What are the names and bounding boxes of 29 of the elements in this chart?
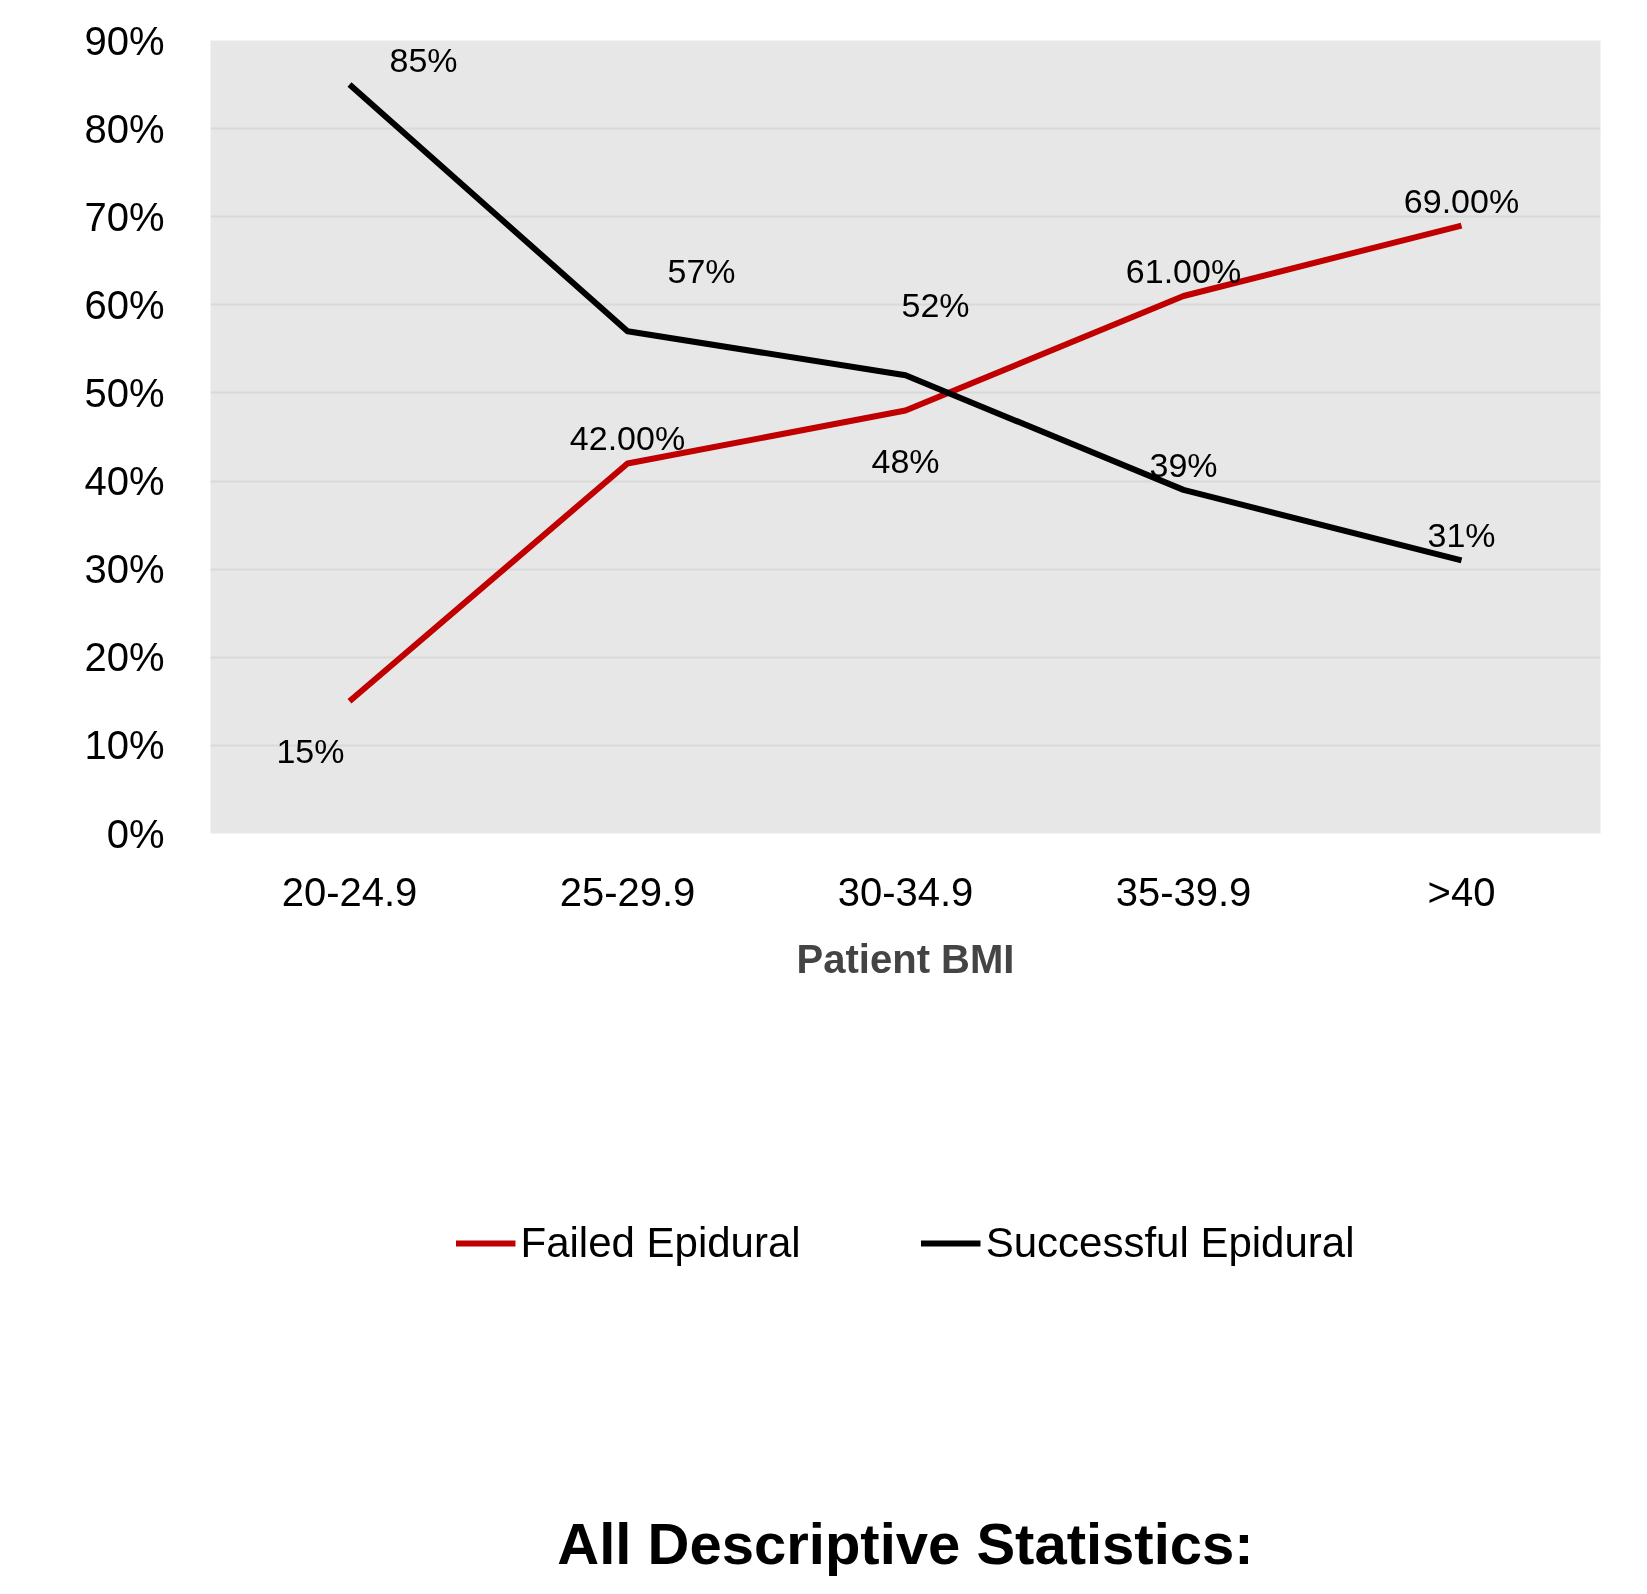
x-tick-label: 35-39.9 [1115,869,1252,914]
data-label: 39% [1149,445,1218,484]
legend-label: Failed Epidural [520,1218,801,1267]
data-label: 42.00% [569,419,686,458]
data-label: 61.00% [1125,252,1242,291]
data-label: 52% [901,286,970,325]
data-label: 57% [667,252,736,291]
x-tick-label: >40 [1427,869,1496,914]
x-axis-title: Patient BMI [796,936,1015,981]
data-label: 15% [276,732,345,771]
x-tick-label: 20-24.9 [281,869,418,914]
legend-label: Successful Epidural [985,1218,1355,1267]
y-tick-label: 30% [84,547,165,592]
y-tick-label: 50% [84,370,165,415]
y-tick-label: 40% [84,459,165,504]
y-tick-label: 10% [84,723,165,768]
y-tick-label: 20% [84,635,165,680]
y-tick-label: 60% [84,282,165,327]
data-label: 31% [1427,516,1496,555]
x-tick-label: 25-29.9 [559,869,696,914]
y-tick-label: 90% [84,18,165,63]
y-tick-label: 80% [84,106,165,151]
text: All Descriptive Statistics: [557,1510,1254,1576]
x-tick-label: 30-34.9 [837,869,974,914]
y-tick-label: 0% [106,811,165,856]
y-tick-label: 70% [84,194,165,239]
data-label: 85% [389,40,458,79]
data-label: 69.00% [1403,181,1520,220]
data-label: 48% [871,441,940,480]
